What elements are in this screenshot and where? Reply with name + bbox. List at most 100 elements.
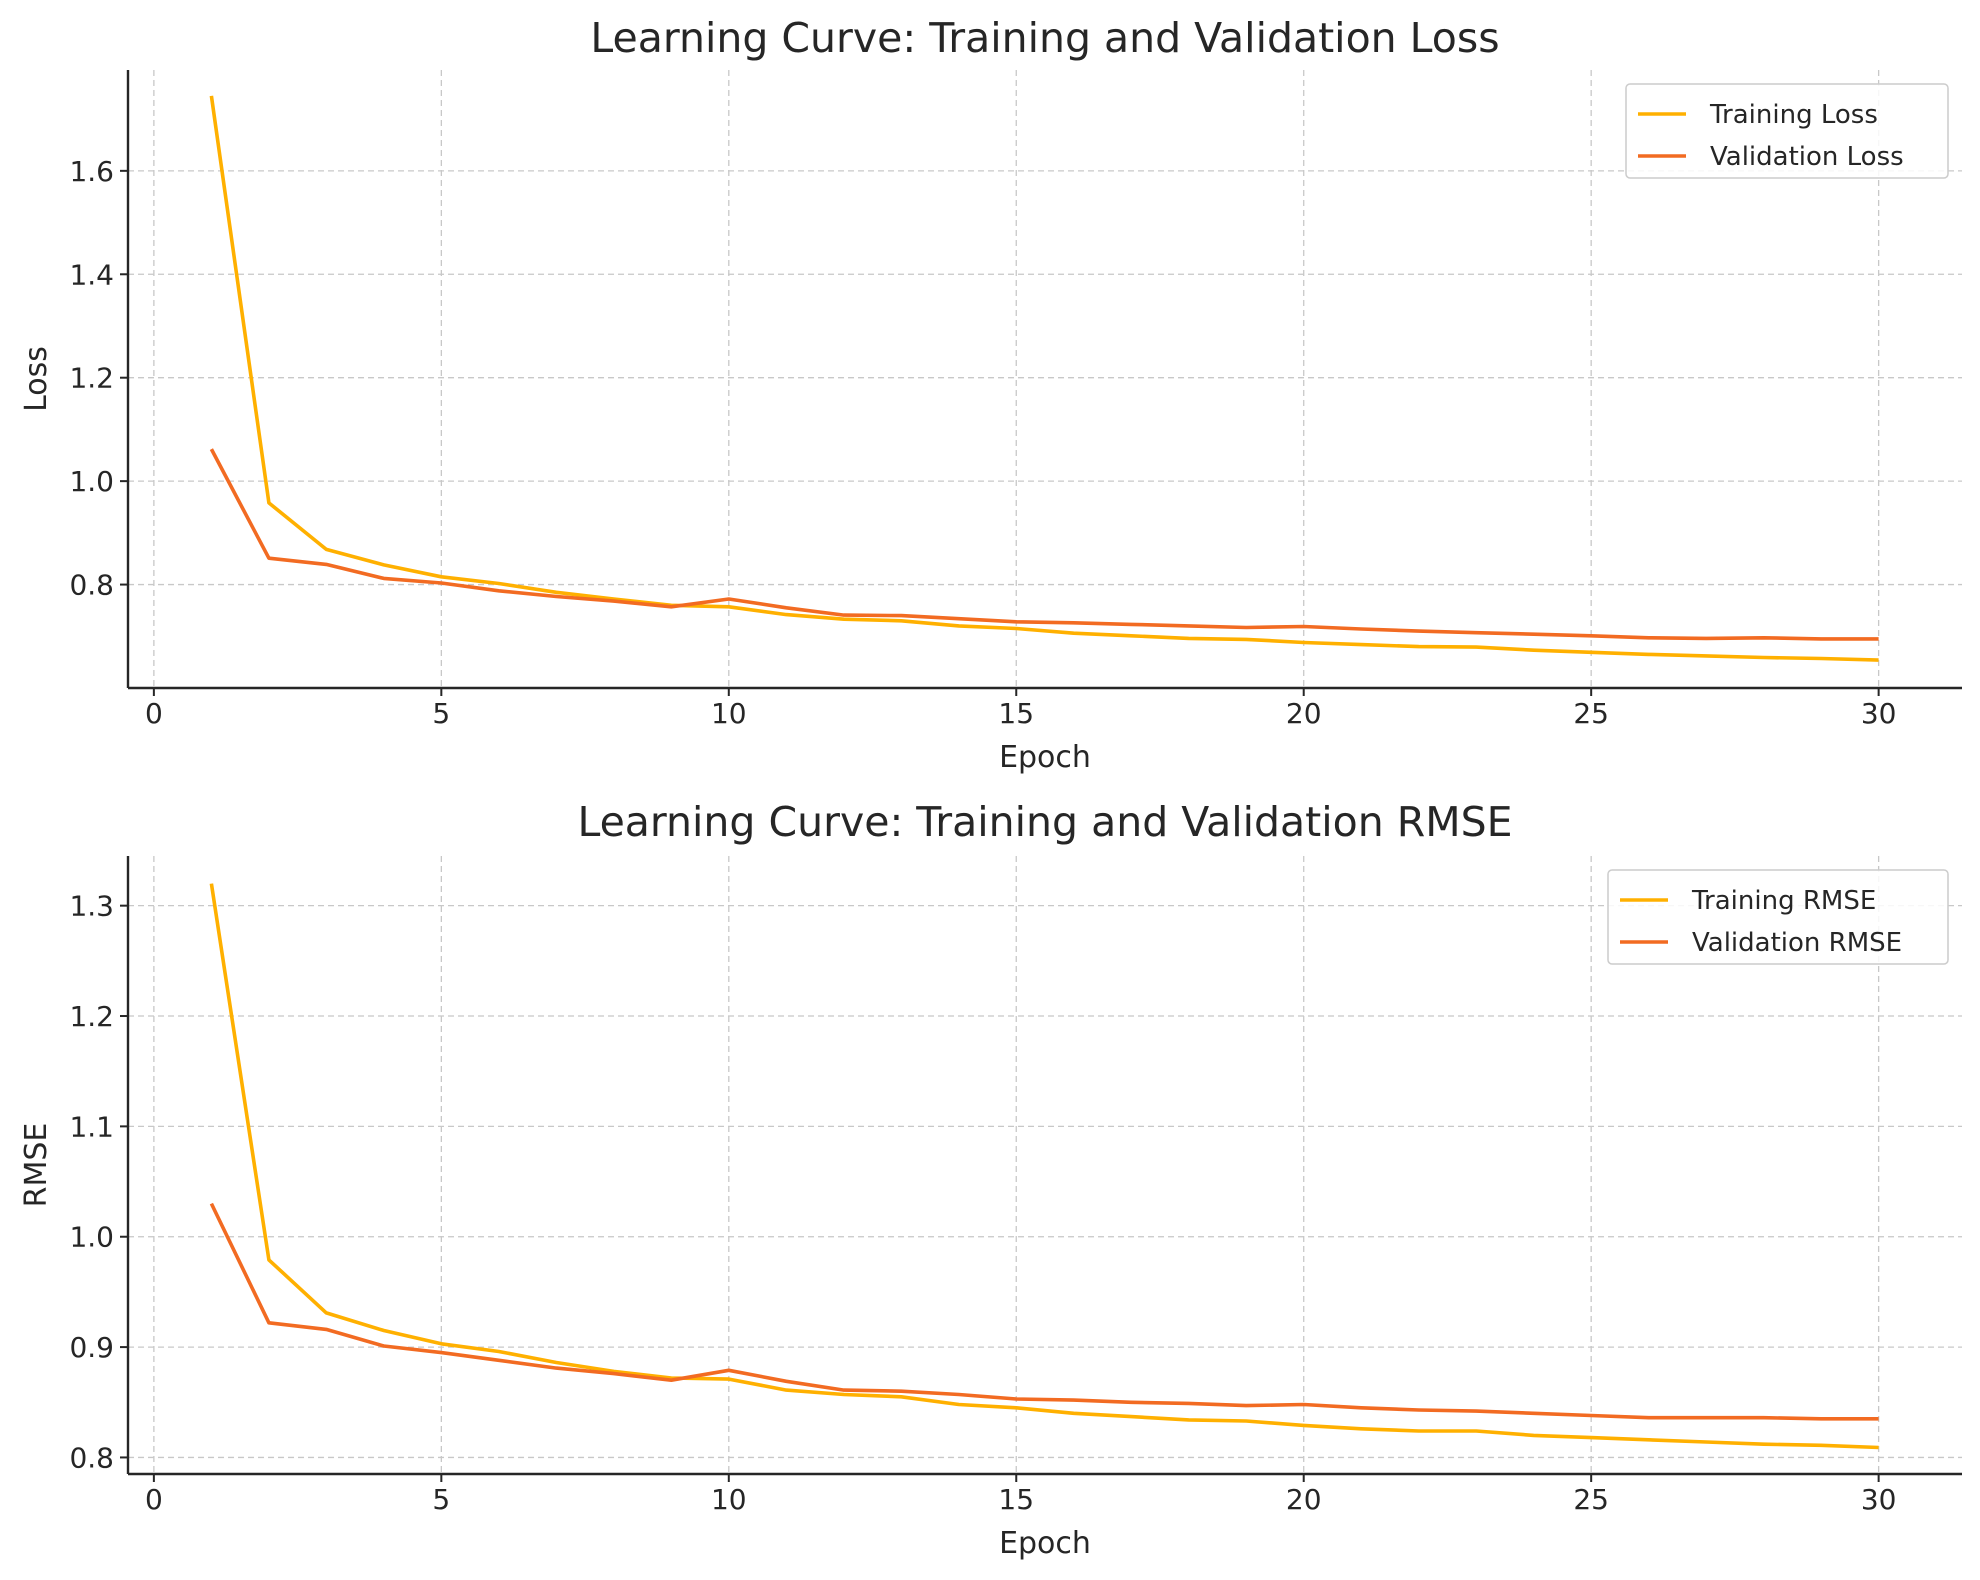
data-point bbox=[267, 501, 271, 505]
data-point bbox=[1819, 637, 1823, 641]
data-point bbox=[382, 576, 386, 580]
y-tick-label: 0.8 bbox=[69, 569, 114, 602]
data-point bbox=[1302, 640, 1306, 644]
data-point bbox=[1877, 658, 1881, 662]
y-tick-label: 0.9 bbox=[69, 1331, 114, 1364]
data-point bbox=[267, 1321, 271, 1325]
data-point bbox=[497, 589, 501, 593]
legend-box bbox=[1625, 83, 1949, 179]
data-point bbox=[209, 94, 213, 98]
data-point bbox=[1474, 1409, 1478, 1413]
data-point bbox=[209, 1202, 213, 1206]
series-line-2 bbox=[209, 448, 1879, 641]
data-point bbox=[784, 613, 788, 617]
data-point bbox=[1704, 1416, 1708, 1420]
data-point bbox=[1474, 645, 1478, 649]
chart-panel-2: 0 5 10 15 20 25 30 0.8 0.9 1.0 1.1 1.2 1.3 Learning C… bbox=[19, 798, 1962, 1561]
data-point bbox=[1647, 1438, 1651, 1442]
x-tick-label: 30 bbox=[1861, 697, 1897, 730]
y-tick-label: 1.1 bbox=[69, 1110, 114, 1143]
data-point bbox=[727, 1377, 731, 1381]
data-point bbox=[1014, 620, 1018, 624]
y-tick-label: 1.6 bbox=[69, 155, 114, 188]
data-point bbox=[1762, 1442, 1766, 1446]
y-tick-label: 1.4 bbox=[69, 258, 114, 291]
data-point bbox=[209, 447, 213, 451]
data-point bbox=[324, 1327, 328, 1331]
data-point bbox=[1532, 632, 1536, 636]
data-point bbox=[497, 582, 501, 586]
data-point bbox=[1704, 636, 1708, 640]
y-tick-label: 1.0 bbox=[69, 1221, 114, 1254]
data-point bbox=[1417, 629, 1421, 633]
series-line-2 bbox=[209, 1202, 1879, 1421]
data-point bbox=[957, 1402, 961, 1406]
data-point bbox=[899, 1389, 903, 1393]
y-tick-label: 1.3 bbox=[69, 890, 114, 923]
data-point bbox=[612, 599, 616, 603]
x-tick-label: 20 bbox=[1286, 697, 1322, 730]
data-point bbox=[1359, 1406, 1363, 1410]
y-axis-label: Loss bbox=[19, 346, 54, 412]
y-axis-label: RMSE bbox=[19, 1123, 54, 1208]
data-point bbox=[1532, 1411, 1536, 1415]
data-point bbox=[1072, 1398, 1076, 1402]
data-point bbox=[1589, 1436, 1593, 1440]
legend: Training Loss Validation Loss bbox=[1625, 83, 1949, 179]
data-point bbox=[1474, 631, 1478, 635]
data-point bbox=[1187, 1418, 1191, 1422]
series-line-1 bbox=[209, 95, 1879, 662]
data-point bbox=[382, 563, 386, 567]
data-point bbox=[439, 575, 443, 579]
x-tick-label: 20 bbox=[1286, 1483, 1322, 1516]
data-point bbox=[842, 617, 846, 621]
y-tick-label: 0.8 bbox=[69, 1441, 114, 1474]
data-point bbox=[1762, 1416, 1766, 1420]
data-point bbox=[1532, 648, 1536, 652]
data-point bbox=[1877, 637, 1881, 641]
x-tick-label: 30 bbox=[1861, 1483, 1897, 1516]
data-point bbox=[1589, 650, 1593, 654]
data-point bbox=[1244, 1404, 1248, 1408]
data-point bbox=[899, 614, 903, 618]
x-tick-label: 25 bbox=[1573, 697, 1609, 730]
data-point bbox=[669, 605, 673, 609]
data-point bbox=[1819, 1417, 1823, 1421]
legend-box bbox=[1607, 869, 1949, 965]
chart-panel-1: 0 5 10 15 20 25 30 0.8 1.0 1.2 1.4 1.6 Learning Curv… bbox=[19, 14, 1962, 775]
data-point bbox=[1762, 655, 1766, 659]
legend-label: Validation Loss bbox=[1710, 142, 1904, 172]
data-point bbox=[1417, 1429, 1421, 1433]
data-point bbox=[1014, 627, 1018, 631]
data-point bbox=[1072, 631, 1076, 635]
data-point bbox=[1244, 1419, 1248, 1423]
data-point bbox=[267, 1258, 271, 1262]
x-tick-label: 10 bbox=[711, 1483, 747, 1516]
data-point bbox=[957, 617, 961, 621]
data-point bbox=[1302, 1402, 1306, 1406]
data-point bbox=[324, 1311, 328, 1315]
x-tick-label: 15 bbox=[998, 697, 1034, 730]
data-point bbox=[1877, 1417, 1881, 1421]
legend-label: Validation RMSE bbox=[1692, 928, 1902, 958]
chart-title: Learning Curve: Training and Validation … bbox=[577, 798, 1512, 846]
data-point bbox=[899, 1395, 903, 1399]
data-point bbox=[784, 1379, 788, 1383]
data-point bbox=[1417, 645, 1421, 649]
data-point bbox=[1704, 1440, 1708, 1444]
data-point bbox=[784, 606, 788, 610]
data-point bbox=[554, 590, 558, 594]
data-point bbox=[1072, 1411, 1076, 1415]
y-tick-label: 1.2 bbox=[69, 362, 114, 395]
data-point bbox=[1647, 652, 1651, 656]
data-point bbox=[439, 1351, 443, 1355]
legend-label: Training RMSE bbox=[1691, 886, 1876, 916]
data-point bbox=[1589, 634, 1593, 638]
data-point bbox=[382, 1329, 386, 1333]
data-point bbox=[1014, 1406, 1018, 1410]
data-point bbox=[1819, 657, 1823, 661]
data-point bbox=[1589, 1414, 1593, 1418]
data-point bbox=[899, 619, 903, 623]
data-point bbox=[1244, 637, 1248, 641]
